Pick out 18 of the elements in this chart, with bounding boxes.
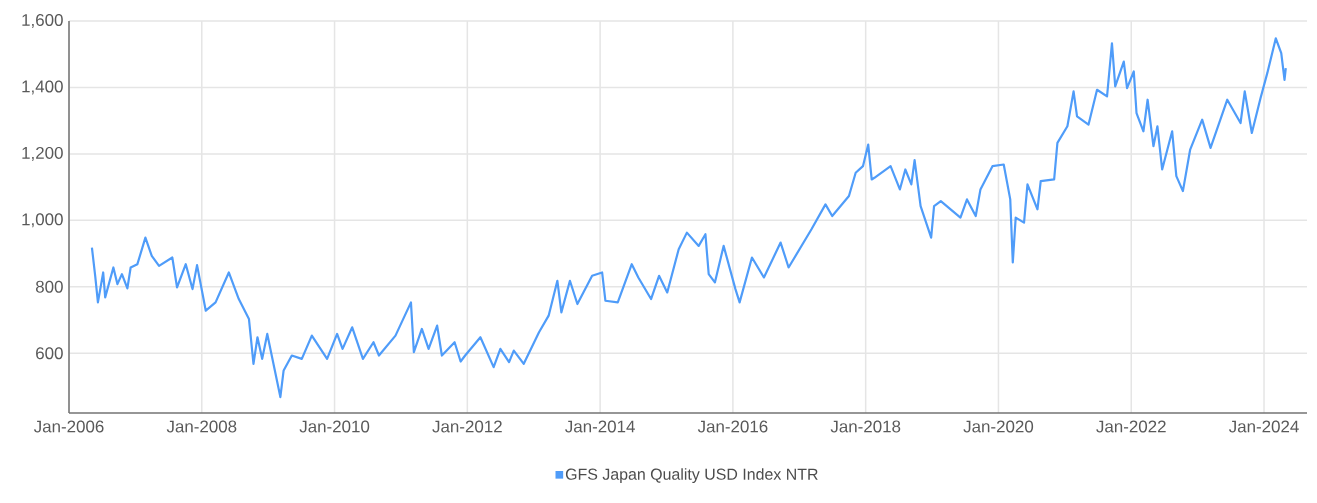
y-tick-label: 800	[35, 280, 63, 293]
x-tick-label: Jan-2014	[565, 420, 635, 433]
y-tick-label: 1,400	[22, 80, 63, 95]
legend-label: GFS Japan Quality USD Index NTR	[565, 468, 818, 484]
x-tick-label: Jan-2010	[299, 420, 370, 433]
y-tick-label: 1,000	[22, 213, 63, 228]
x-tick-label: Jan-2016	[697, 420, 768, 433]
x-tick-label: Jan-2012	[432, 420, 502, 433]
line-series	[90, 37, 1287, 399]
y-tick-label: 600	[36, 347, 63, 360]
x-tick-label: Jan-2024	[1228, 420, 1299, 433]
x-tick-label: Jan-2008	[166, 420, 237, 433]
x-tick-label: Jan-2006	[33, 420, 104, 433]
x-tick-label: Jan-2020	[963, 420, 1034, 433]
y-tick-label: 1,600	[22, 14, 63, 28]
x-tick-label: Jan-2018	[830, 420, 901, 433]
x-tick-label: Jan-2022	[1096, 420, 1166, 433]
y-tick-label: 1,200	[22, 146, 63, 161]
